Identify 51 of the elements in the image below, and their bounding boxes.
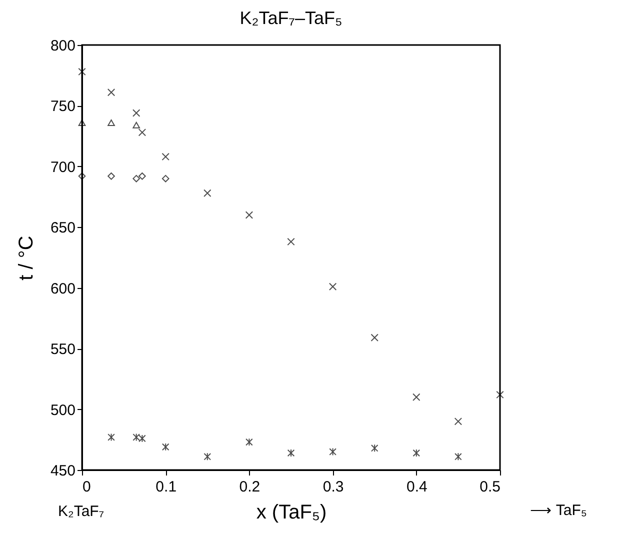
point (108, 433, 115, 442)
y-axis-title: t / °C (15, 236, 38, 280)
x-tick-label: 0.2 (239, 478, 260, 496)
x-tick-label: 0.1 (156, 478, 177, 496)
y-tick-label: 450 (50, 462, 76, 480)
y-tick-label: 600 (50, 280, 76, 298)
point (162, 152, 170, 161)
point (329, 448, 336, 456)
y-tick-label: 750 (50, 98, 76, 116)
point (108, 119, 115, 126)
point (496, 390, 504, 399)
y-tick-label: 800 (50, 38, 76, 54)
point (370, 444, 378, 452)
point (412, 393, 420, 401)
point (138, 172, 146, 180)
chart-title: K₂TaF₇–TaF₅ (240, 8, 342, 28)
point (132, 109, 140, 117)
point (162, 174, 170, 182)
point (78, 172, 86, 180)
point (162, 442, 170, 451)
text: K₂TaF₇ (58, 503, 104, 520)
point (107, 88, 116, 96)
y-tick-label: 500 (50, 402, 76, 419)
text: ⟶ TaF₅ (530, 501, 587, 519)
x-tick-label: 0.5 (480, 478, 500, 496)
point (412, 449, 420, 457)
point (108, 172, 115, 180)
x-tick-label: 0.4 (406, 478, 428, 496)
point (204, 189, 212, 197)
point (138, 128, 146, 136)
point (138, 434, 146, 442)
x-tick-label: 0 (82, 478, 91, 496)
y-tick-label: 550 (50, 341, 76, 358)
point (246, 438, 253, 446)
point (454, 452, 462, 461)
point (287, 238, 295, 246)
point (78, 68, 86, 76)
point (78, 119, 86, 126)
point (328, 282, 337, 290)
y-tick-label: 650 (50, 220, 76, 237)
point (132, 174, 140, 182)
y-tick-label: 700 (50, 158, 76, 176)
point (287, 449, 295, 457)
point (132, 122, 140, 128)
point (132, 433, 140, 442)
x-axis-title: x (TaF₅) (256, 502, 327, 524)
point (454, 418, 462, 426)
point (245, 211, 254, 219)
x-tick-label: 0.3 (322, 478, 344, 496)
point (370, 334, 378, 342)
point (204, 452, 212, 461)
